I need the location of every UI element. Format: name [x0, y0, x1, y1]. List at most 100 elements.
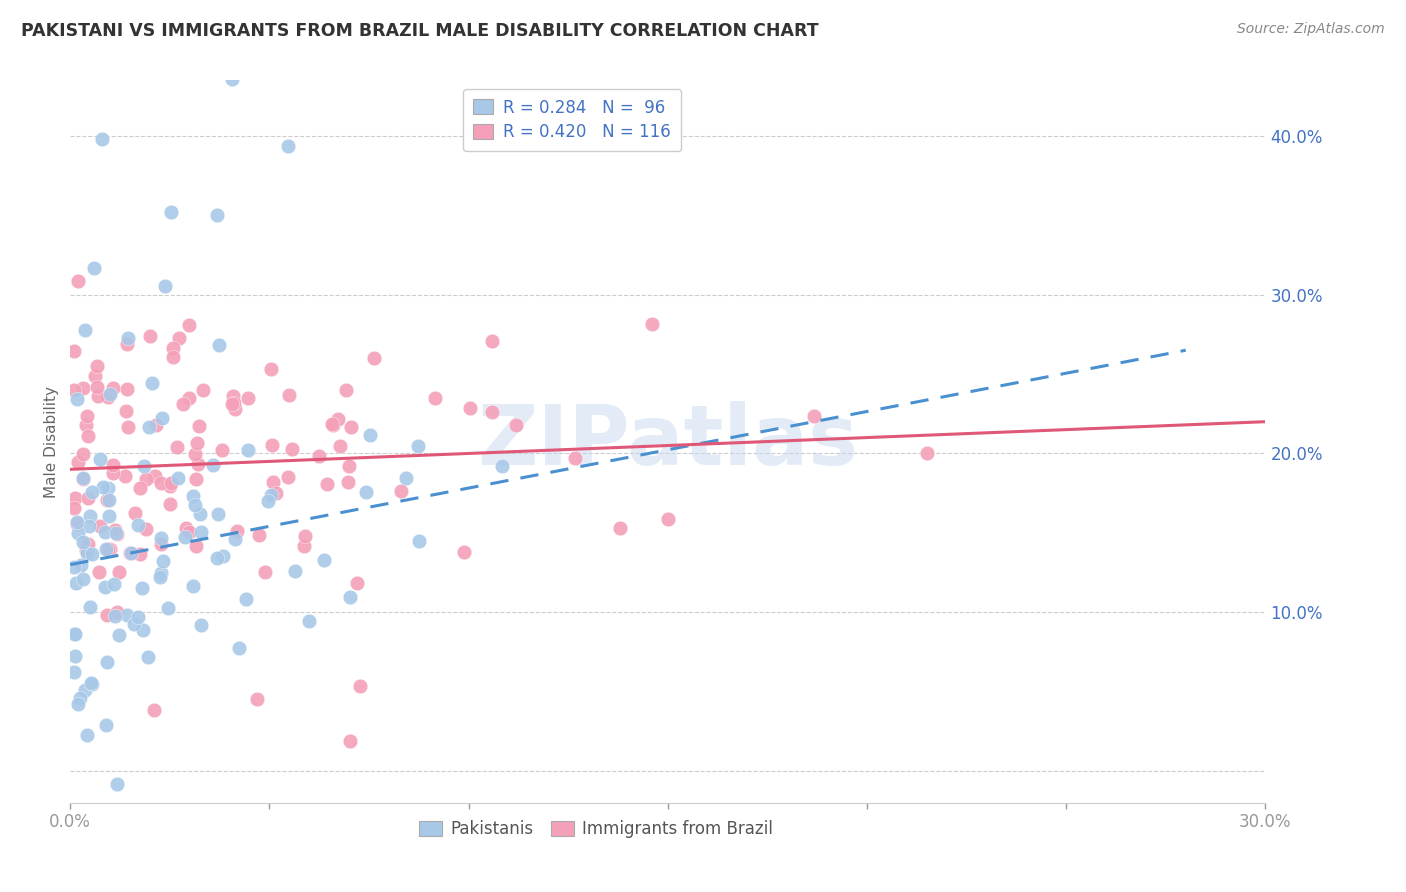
Point	[72, 572, 94, 586]
Point	[224, 401, 246, 416]
Point	[491, 458, 513, 473]
Point	[75, 682, 97, 697]
Point	[129, 481, 152, 495]
Point	[160, 205, 183, 219]
Point	[321, 417, 343, 432]
Point	[79, 508, 101, 523]
Point	[346, 575, 368, 590]
Point	[609, 521, 631, 535]
Point	[193, 383, 215, 397]
Point	[167, 471, 190, 485]
Point	[72, 381, 94, 395]
Point	[259, 488, 281, 502]
Point	[91, 480, 114, 494]
Point	[207, 507, 229, 521]
Point	[153, 278, 176, 293]
Point	[339, 458, 361, 473]
Point	[657, 512, 679, 526]
Point	[66, 517, 89, 532]
Legend: Pakistanis, Immigrants from Brazil: Pakistanis, Immigrants from Brazil	[412, 814, 780, 845]
Point	[63, 649, 86, 664]
Point	[103, 608, 125, 623]
Point	[188, 419, 211, 434]
Point	[159, 497, 181, 511]
Point	[69, 558, 91, 572]
Point	[179, 525, 201, 540]
Text: ZIPatlas: ZIPatlas	[478, 401, 858, 482]
Point	[82, 677, 104, 691]
Point	[135, 522, 157, 536]
Point	[162, 350, 184, 364]
Point	[340, 420, 363, 434]
Point	[87, 565, 110, 579]
Point	[63, 560, 86, 574]
Point	[86, 359, 108, 373]
Point	[98, 508, 121, 523]
Point	[208, 337, 231, 351]
Point	[915, 445, 938, 459]
Point	[277, 139, 299, 153]
Point	[149, 475, 172, 490]
Point	[481, 405, 503, 419]
Point	[284, 564, 307, 578]
Point	[132, 623, 155, 637]
Point	[105, 527, 128, 541]
Point	[292, 539, 315, 553]
Point	[145, 417, 167, 432]
Point	[277, 470, 299, 484]
Point	[82, 485, 104, 500]
Point	[66, 697, 89, 711]
Point	[335, 383, 357, 397]
Point	[72, 472, 94, 486]
Y-axis label: Male Disability: Male Disability	[44, 385, 59, 498]
Point	[359, 428, 381, 442]
Point	[505, 417, 527, 432]
Point	[101, 466, 124, 480]
Point	[174, 521, 197, 535]
Point	[127, 518, 149, 533]
Point	[564, 451, 586, 466]
Point	[107, 605, 129, 619]
Point	[458, 401, 481, 415]
Point	[66, 392, 89, 406]
Point	[65, 575, 87, 590]
Point	[134, 458, 156, 473]
Point	[160, 476, 183, 491]
Point	[395, 470, 418, 484]
Point	[221, 71, 243, 86]
Text: Source: ZipAtlas.com: Source: ZipAtlas.com	[1237, 22, 1385, 37]
Point	[172, 397, 194, 411]
Point	[212, 549, 235, 563]
Point	[278, 388, 301, 402]
Point	[225, 524, 247, 539]
Point	[253, 565, 276, 579]
Point	[262, 437, 284, 451]
Point	[389, 484, 412, 499]
Point	[152, 554, 174, 568]
Point	[238, 443, 260, 458]
Point	[205, 550, 228, 565]
Point	[63, 627, 86, 641]
Point	[66, 454, 89, 468]
Point	[257, 494, 280, 508]
Point	[98, 492, 121, 507]
Point	[423, 391, 446, 405]
Point	[184, 539, 207, 553]
Point	[63, 500, 86, 515]
Point	[114, 403, 136, 417]
Point	[224, 533, 246, 547]
Point	[143, 469, 166, 483]
Point	[481, 334, 503, 348]
Point	[294, 529, 316, 543]
Point	[235, 592, 257, 607]
Point	[96, 542, 118, 557]
Point	[117, 331, 139, 345]
Point	[260, 362, 283, 376]
Point	[65, 491, 87, 505]
Point	[246, 692, 269, 706]
Point	[72, 471, 94, 485]
Point	[66, 515, 89, 529]
Point	[63, 626, 86, 640]
Point	[115, 608, 138, 623]
Point	[356, 485, 378, 500]
